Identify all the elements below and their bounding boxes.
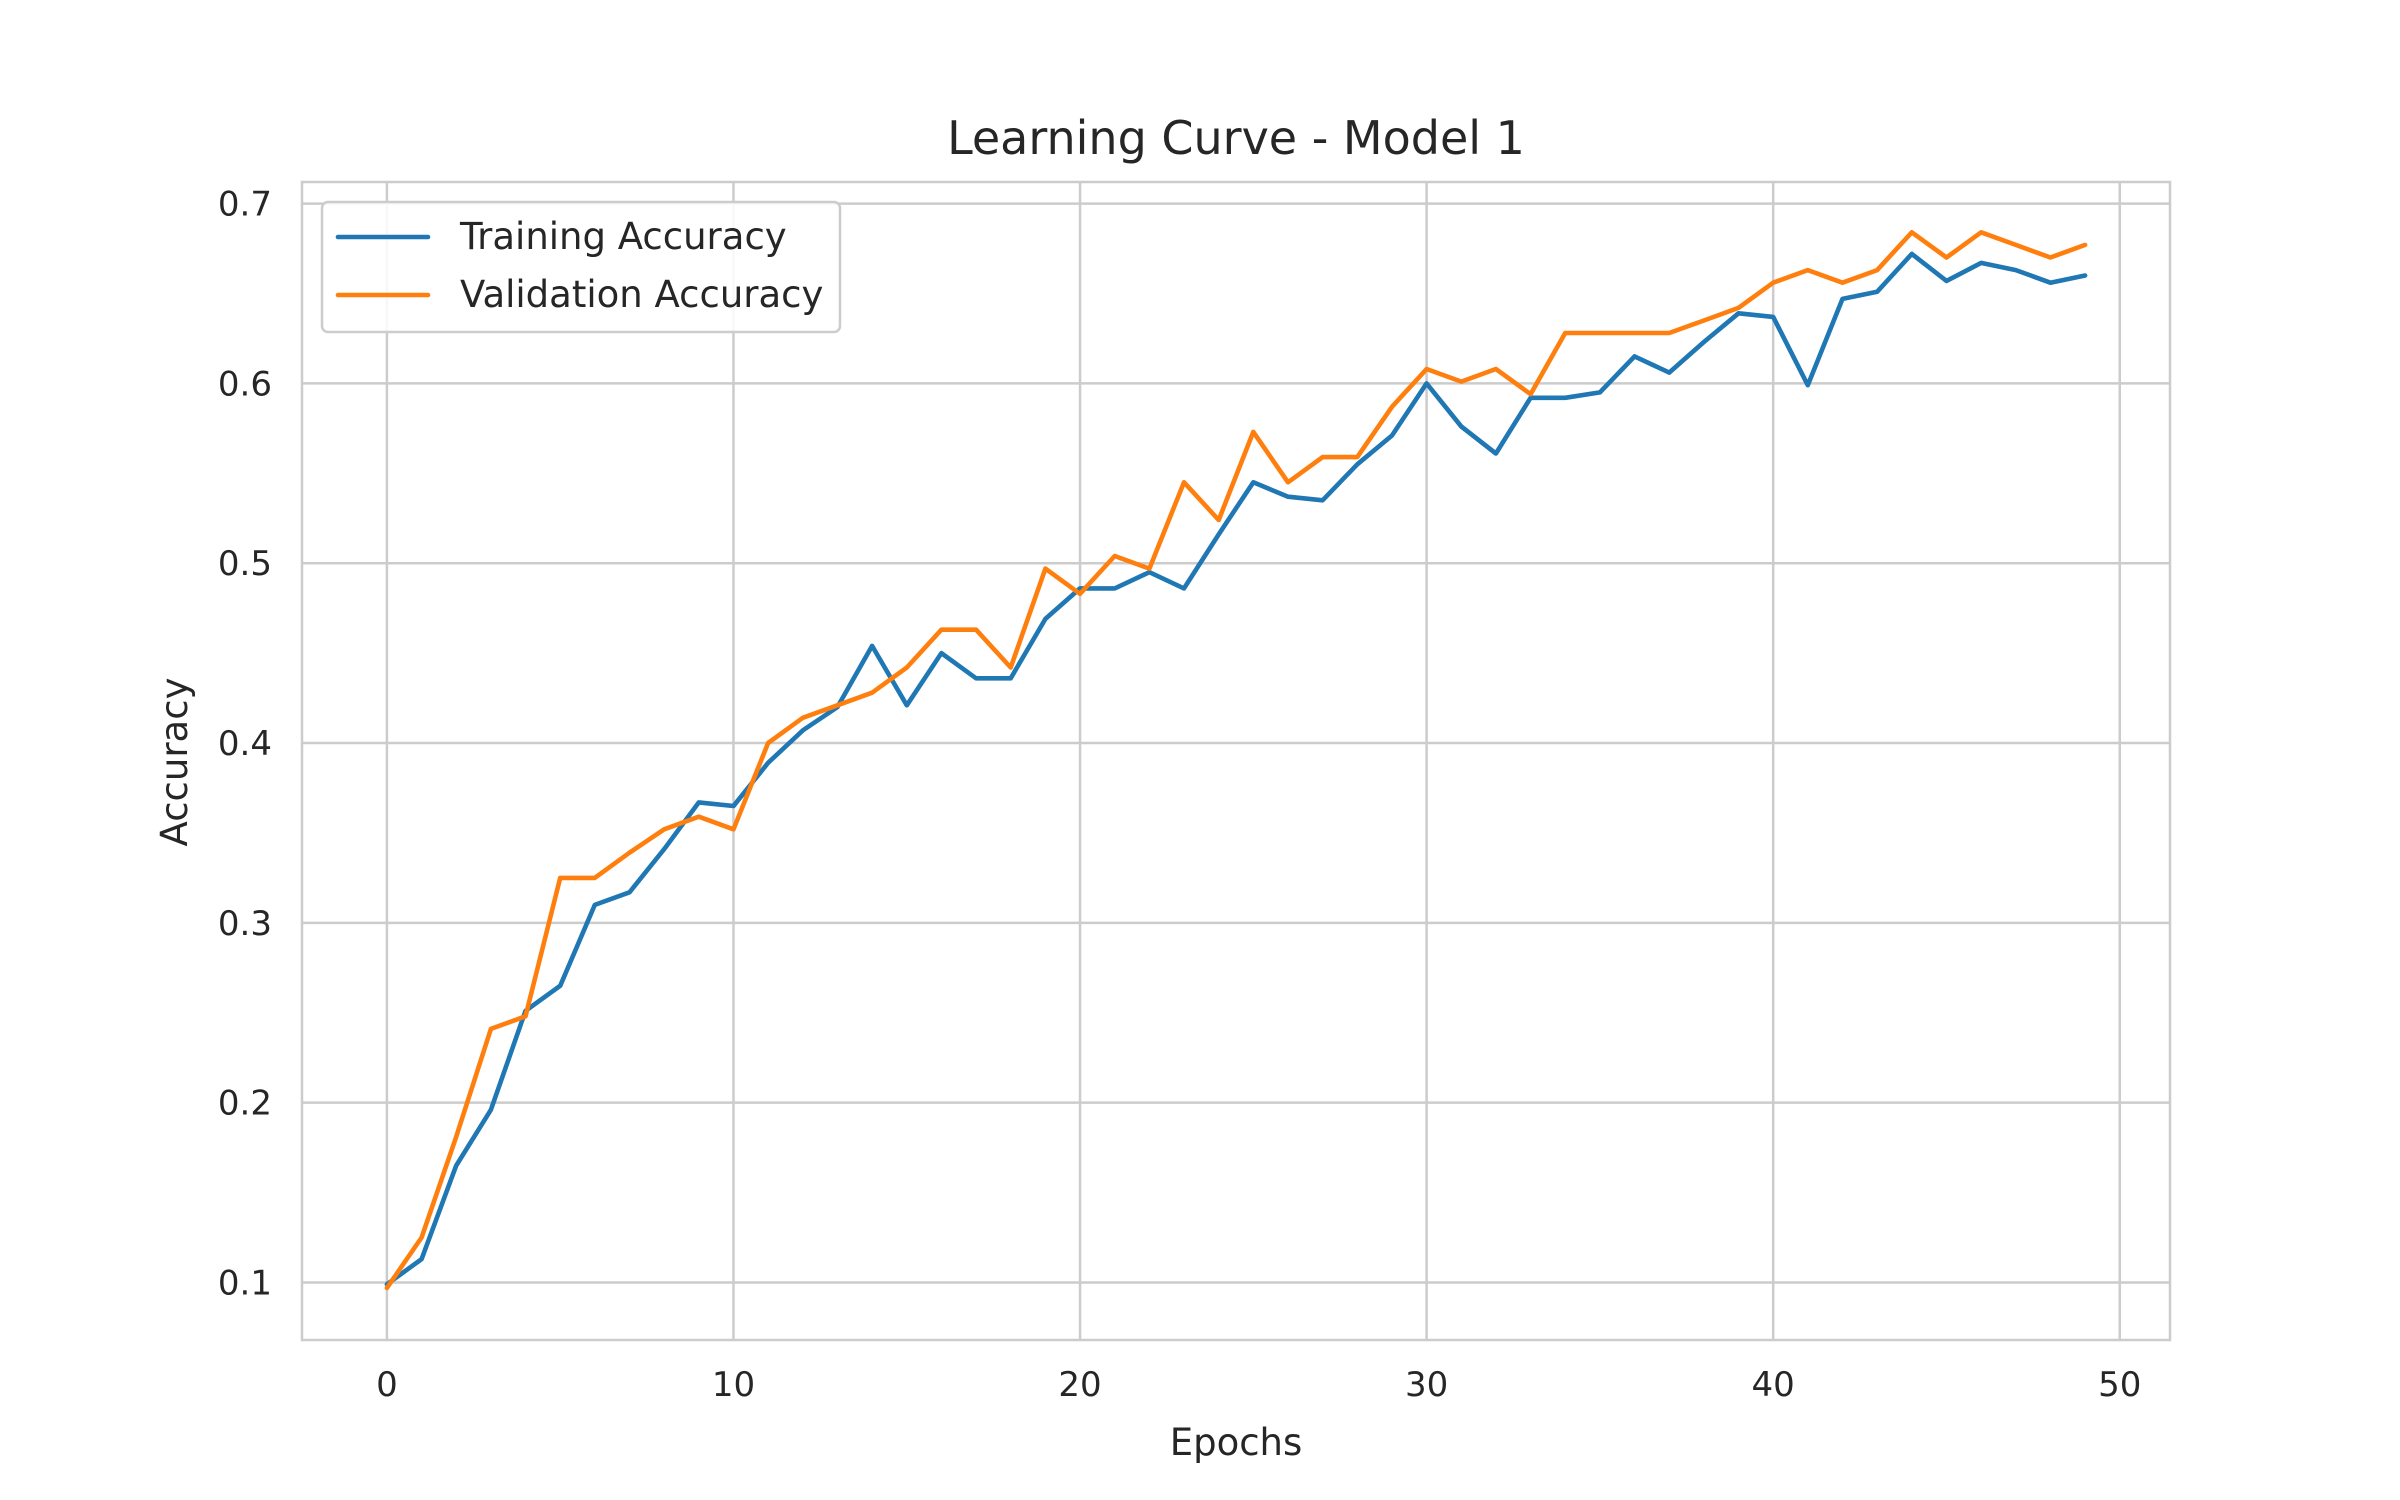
x-tick-labels: 0 10 20 30 40 50 bbox=[376, 1365, 2141, 1405]
x-tick-label: 10 bbox=[712, 1365, 755, 1405]
y-tick-label: 0.2 bbox=[218, 1084, 272, 1124]
series-line-validation-accuracy bbox=[384, 230, 2088, 1291]
grid bbox=[302, 182, 2170, 1340]
y-tick-label: 0.4 bbox=[218, 724, 272, 764]
y-axis-label: Accuracy bbox=[153, 678, 196, 847]
x-tick-label: 40 bbox=[1752, 1365, 1795, 1405]
x-tick-label: 30 bbox=[1405, 1365, 1448, 1405]
y-tick-label: 0.6 bbox=[218, 364, 272, 404]
chart-title: Learning Curve - Model 1 bbox=[947, 111, 1525, 165]
x-tick-label: 50 bbox=[2098, 1365, 2141, 1405]
plot-frame bbox=[300, 180, 2172, 1342]
x-tick-label: 0 bbox=[376, 1365, 398, 1405]
legend-label: Training Accuracy bbox=[459, 215, 787, 258]
series-line-training-accuracy bbox=[384, 251, 2088, 1287]
x-axis-label: Epochs bbox=[1170, 1421, 1303, 1464]
series-group bbox=[384, 230, 2088, 1291]
y-tick-label: 0.3 bbox=[218, 904, 272, 944]
x-tick-label: 20 bbox=[1058, 1365, 1101, 1405]
y-tick-label: 0.7 bbox=[218, 185, 272, 225]
y-tick-label: 0.1 bbox=[218, 1263, 272, 1303]
y-tick-label: 0.5 bbox=[218, 544, 272, 584]
legend: Training Accuracy Validation Accuracy bbox=[320, 200, 842, 334]
legend-box bbox=[320, 200, 842, 334]
legend-label: Validation Accuracy bbox=[460, 273, 823, 316]
y-tick-labels: 0.1 0.2 0.3 0.4 0.5 0.6 0.7 bbox=[218, 185, 272, 1304]
